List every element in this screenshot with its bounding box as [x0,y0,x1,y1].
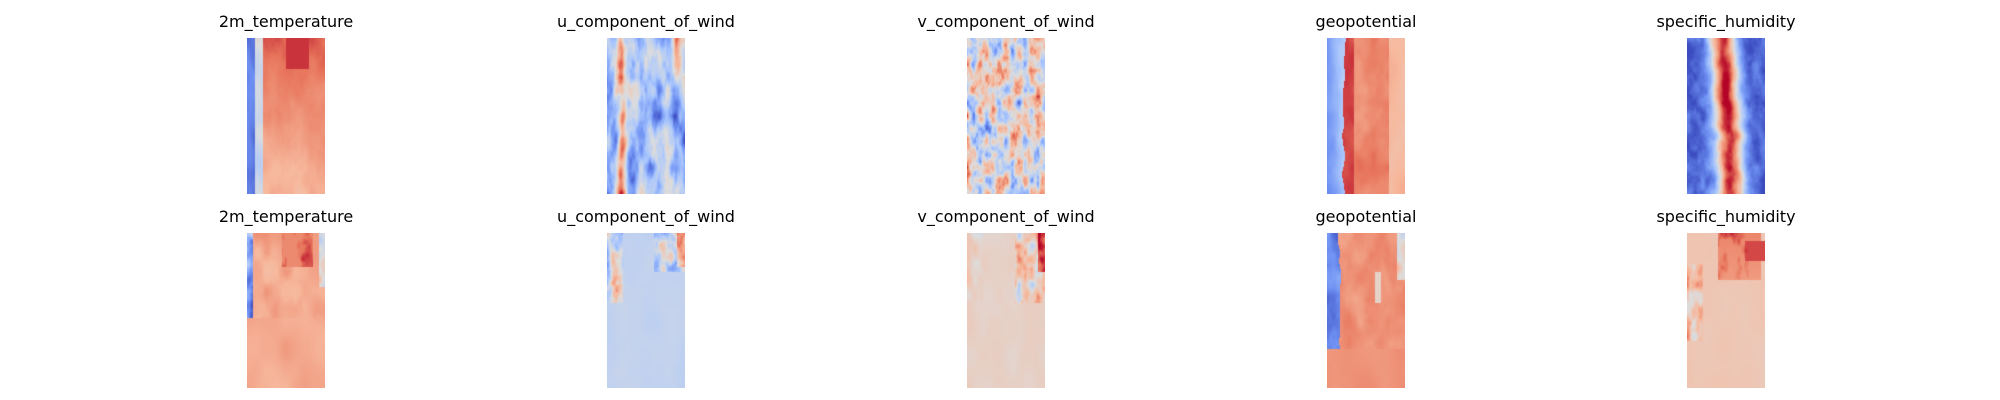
panel-title-r1-c3: v_component_of_wind [917,12,1095,31]
panel-title-r2-c1: 2m_temperature [218,207,354,226]
heatmap-r1-c1 [247,38,325,194]
heatmap-r2-c5 [1687,233,1765,388]
heatmap-r1-c2 [607,38,685,194]
panel-title-r2-c5: specific_humidity [1656,207,1796,226]
panel-title-r1-c1: 2m_temperature [218,12,354,31]
heatmap-r2-c2 [607,233,685,388]
panel-title-r2-c3: v_component_of_wind [917,207,1095,226]
panel-title-r1-c4: geopotential [1315,12,1417,31]
heatmap-r2-c1 [247,233,325,388]
heatmap-r1-c5 [1687,38,1765,194]
heatmap-r2-c4 [1327,233,1405,388]
heatmap-r1-c4 [1327,38,1405,194]
panel-title-r1-c5: specific_humidity [1656,12,1796,31]
panel-title-r1-c2: u_component_of_wind [557,12,735,31]
panel-title-r2-c2: u_component_of_wind [557,207,735,226]
panel-title-r2-c4: geopotential [1315,207,1417,226]
heatmap-r2-c3 [967,233,1045,388]
heatmap-r1-c3 [967,38,1045,194]
